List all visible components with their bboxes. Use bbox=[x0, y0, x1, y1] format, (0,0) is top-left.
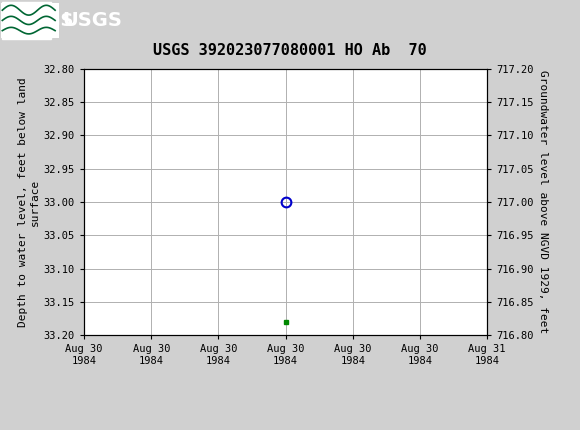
Text: USGS: USGS bbox=[63, 11, 122, 30]
Text: USGS 392023077080001 HO Ab  70: USGS 392023077080001 HO Ab 70 bbox=[153, 43, 427, 58]
Text: ≋USGS: ≋USGS bbox=[3, 12, 74, 29]
FancyBboxPatch shape bbox=[2, 2, 51, 39]
Y-axis label: Groundwater level above NGVD 1929, feet: Groundwater level above NGVD 1929, feet bbox=[538, 71, 548, 334]
Y-axis label: Depth to water level, feet below land
surface: Depth to water level, feet below land su… bbox=[18, 77, 39, 327]
